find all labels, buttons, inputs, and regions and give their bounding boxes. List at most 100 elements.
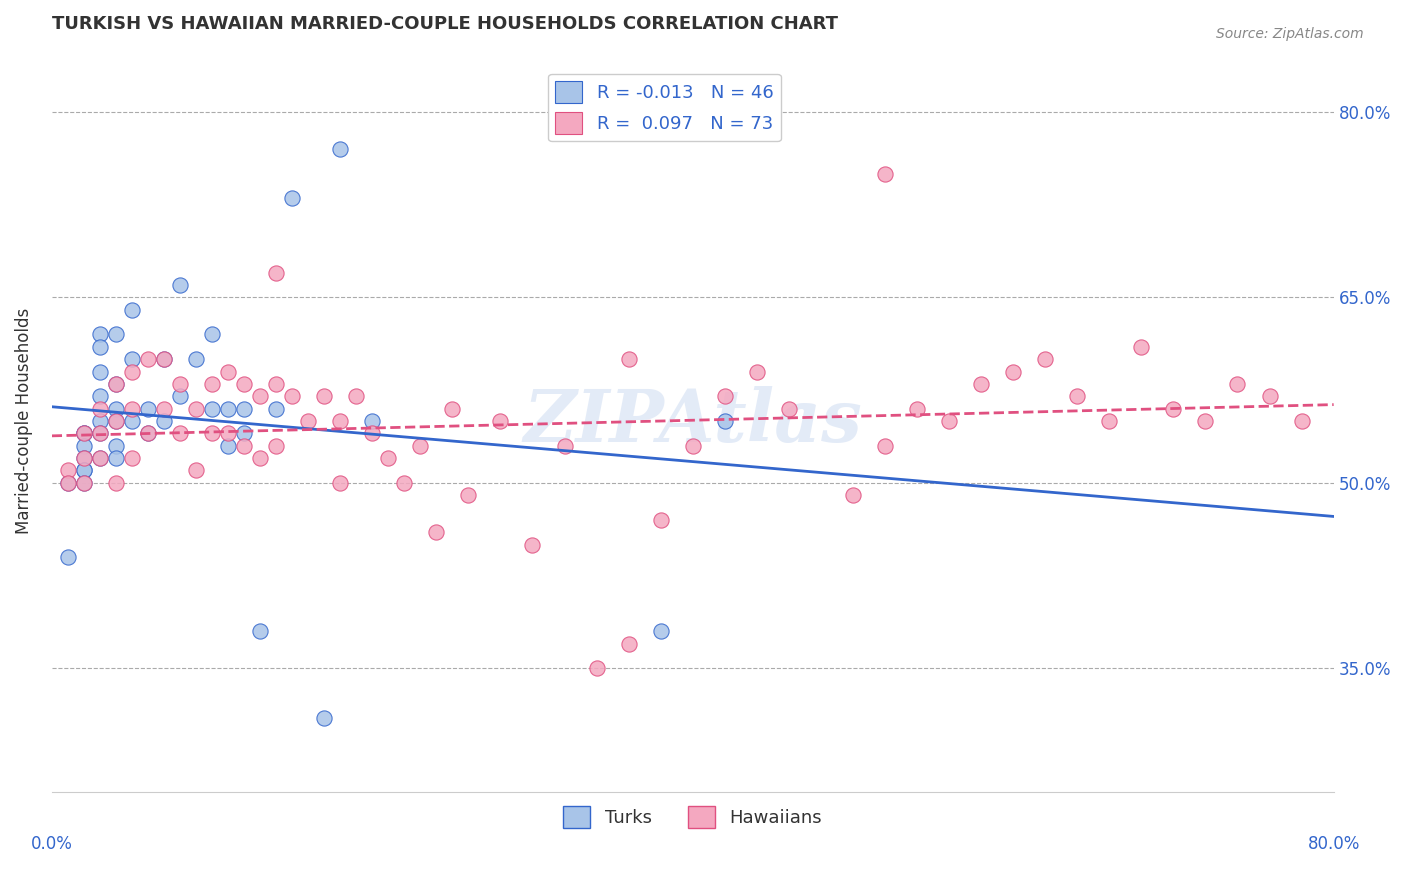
Point [553, 439, 575, 453]
Point [249, 451, 271, 466]
Point [56, 550, 79, 565]
Y-axis label: Married-couple Households: Married-couple Households [15, 308, 32, 534]
Point [73, 451, 96, 466]
Point [153, 352, 176, 367]
Point [73, 439, 96, 453]
Point [104, 401, 127, 416]
Point [778, 401, 800, 416]
Point [873, 439, 896, 453]
Point [329, 475, 352, 490]
Point [104, 414, 127, 428]
Point [89, 426, 111, 441]
Point [1194, 414, 1216, 428]
Point [1066, 389, 1088, 403]
Point [329, 414, 352, 428]
Point [650, 624, 672, 639]
Point [169, 389, 191, 403]
Point [169, 426, 191, 441]
Point [73, 475, 96, 490]
Point [1033, 352, 1056, 367]
Point [425, 525, 447, 540]
Point [73, 426, 96, 441]
Point [136, 426, 159, 441]
Point [1291, 414, 1313, 428]
Point [89, 426, 111, 441]
Point [201, 426, 224, 441]
Point [73, 463, 96, 477]
Point [873, 167, 896, 181]
Point [89, 364, 111, 378]
Point [329, 142, 352, 156]
Point [121, 451, 143, 466]
Point [970, 376, 993, 391]
Point [264, 376, 287, 391]
Point [56, 463, 79, 477]
Point [104, 376, 127, 391]
Point [713, 389, 735, 403]
Point [104, 475, 127, 490]
Point [136, 426, 159, 441]
Point [249, 624, 271, 639]
Point [1002, 364, 1025, 378]
Point [121, 414, 143, 428]
Point [905, 401, 928, 416]
Point [169, 277, 191, 292]
Point [314, 711, 336, 725]
Point [73, 475, 96, 490]
Point [361, 414, 384, 428]
Point [89, 451, 111, 466]
Point [585, 661, 607, 675]
Point [89, 414, 111, 428]
Point [56, 475, 79, 490]
Point [377, 451, 399, 466]
Point [89, 340, 111, 354]
Point [457, 488, 479, 502]
Point [361, 426, 384, 441]
Text: ZIPAtlas: ZIPAtlas [523, 385, 862, 457]
Text: TURKISH VS HAWAIIAN MARRIED-COUPLE HOUSEHOLDS CORRELATION CHART: TURKISH VS HAWAIIAN MARRIED-COUPLE HOUSE… [52, 15, 838, 33]
Point [233, 426, 256, 441]
Point [104, 439, 127, 453]
Text: Source: ZipAtlas.com: Source: ZipAtlas.com [1216, 27, 1364, 41]
Point [617, 352, 640, 367]
Point [136, 352, 159, 367]
Point [1163, 401, 1185, 416]
Point [264, 401, 287, 416]
Point [121, 401, 143, 416]
Point [489, 414, 512, 428]
Point [89, 451, 111, 466]
Point [217, 401, 239, 416]
Point [121, 352, 143, 367]
Point [104, 376, 127, 391]
Point [89, 327, 111, 342]
Point [73, 426, 96, 441]
Point [217, 439, 239, 453]
Point [201, 327, 224, 342]
Point [281, 389, 304, 403]
Point [104, 414, 127, 428]
Point [281, 191, 304, 205]
Point [89, 401, 111, 416]
Point [249, 389, 271, 403]
Point [153, 414, 176, 428]
Point [650, 513, 672, 527]
Point [136, 401, 159, 416]
Point [184, 463, 207, 477]
Text: 80.0%: 80.0% [1308, 836, 1360, 854]
Point [104, 451, 127, 466]
Point [264, 266, 287, 280]
Point [153, 352, 176, 367]
Point [1226, 376, 1249, 391]
Point [104, 327, 127, 342]
Point [314, 389, 336, 403]
Point [89, 389, 111, 403]
Point [522, 538, 544, 552]
Point [682, 439, 704, 453]
Point [56, 475, 79, 490]
Point [73, 451, 96, 466]
Point [713, 414, 735, 428]
Point [217, 364, 239, 378]
Point [745, 364, 768, 378]
Legend: Turks, Hawaiians: Turks, Hawaiians [557, 798, 830, 835]
Point [297, 414, 319, 428]
